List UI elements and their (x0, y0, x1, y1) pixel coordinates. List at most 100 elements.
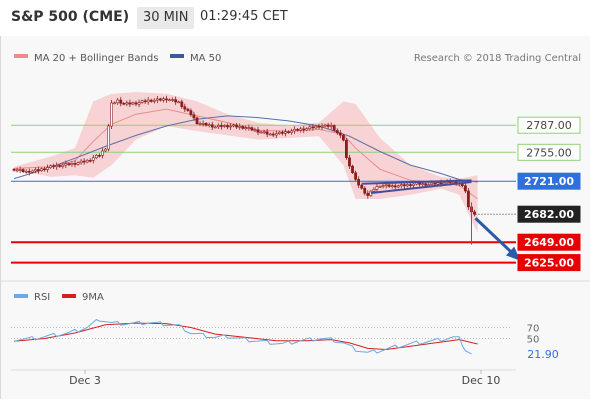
candle-body (125, 102, 129, 105)
triangle-pattern-line (361, 179, 472, 185)
candle-body (98, 155, 101, 157)
candle-body (27, 171, 31, 173)
candle-body (357, 179, 361, 186)
x-label-dec10: Dec 10 (462, 374, 501, 387)
candle-body (402, 184, 406, 187)
candle-body (256, 129, 260, 133)
price-label-box-support (517, 233, 581, 251)
candle-body (91, 157, 95, 161)
candle-body (67, 163, 71, 165)
candle-body (338, 132, 342, 136)
candle-body (329, 125, 333, 127)
candle-body (55, 165, 59, 168)
chart-header: S&P 500 (CME) 30 MIN 01:29:45 CET (0, 0, 590, 36)
candle-body (43, 168, 46, 171)
candle-body (244, 127, 248, 129)
price-label-box-resistance (517, 143, 581, 161)
candle-body (396, 185, 400, 188)
candle-body (64, 163, 68, 166)
rsi-ma-line (13, 322, 478, 351)
candle-body (354, 172, 358, 180)
price-label-box-resistance (517, 116, 581, 134)
bollinger-legend-label: MA 20 + Bollinger Bands (34, 53, 158, 64)
candle-body (274, 133, 278, 136)
candle-body (88, 160, 92, 162)
candle-body (171, 99, 175, 101)
candle-body (232, 124, 236, 127)
timeframe-badge[interactable]: 30 MIN (137, 7, 195, 29)
candle-body (421, 183, 425, 185)
candle-body (165, 98, 168, 101)
candle-body (116, 99, 120, 104)
candle-body (323, 124, 327, 127)
candle-body (439, 182, 443, 185)
candle-body (238, 126, 242, 128)
candle-body (235, 124, 239, 128)
candle-body (210, 124, 214, 128)
rsi-line (13, 318, 472, 355)
candle-body (82, 160, 86, 163)
candle-body (207, 124, 211, 126)
candle-body (183, 106, 187, 110)
candle-body (473, 211, 476, 215)
candle-body (149, 99, 153, 102)
candle-body (107, 125, 111, 150)
candle-body (393, 185, 397, 188)
candle-body (21, 169, 25, 173)
candle-body (134, 102, 138, 105)
candle-body (409, 184, 412, 186)
candle-body (33, 169, 37, 172)
candle-body (314, 125, 318, 129)
candle-body (40, 168, 43, 172)
candle-body (283, 131, 287, 134)
candle-body (335, 130, 339, 134)
candle-body (162, 98, 165, 101)
rsi-level-label: 70 (527, 324, 540, 335)
candle-body (308, 126, 312, 129)
candle-body (259, 131, 263, 134)
candle-body (122, 103, 126, 105)
candle-body (344, 139, 348, 158)
candle-body (305, 128, 309, 131)
candle-body (412, 183, 415, 186)
candle-body (58, 165, 62, 167)
forecast-arrow-head (505, 246, 521, 261)
candle-body (351, 165, 354, 174)
candle-body (268, 133, 272, 136)
candle-body (405, 184, 409, 187)
candle-body (366, 192, 370, 196)
candle-body (52, 165, 56, 168)
candle-body (177, 101, 181, 104)
candle-body (101, 150, 104, 156)
price-panel: 2787.00 2755.00 2721.00 2682.00 2649.00 2625.… (11, 92, 581, 272)
price-label-box-support (517, 254, 581, 272)
chart-background (1, 36, 590, 399)
candle-body (277, 131, 281, 134)
candle-body (46, 167, 49, 170)
candle-body (250, 127, 254, 131)
candle-body (326, 124, 330, 127)
candle-body (70, 163, 74, 166)
candle-body (30, 170, 34, 173)
candle-body (463, 185, 467, 192)
candle-body (186, 108, 190, 111)
candle-body (217, 125, 220, 128)
candle-body (320, 125, 324, 128)
candle-body (341, 134, 345, 141)
candle-body (253, 129, 257, 132)
candle-body (466, 190, 470, 208)
candle-body (290, 130, 293, 133)
candle-body (332, 125, 336, 131)
ma50-line (13, 115, 478, 183)
candle-body (180, 101, 184, 108)
candle-body (113, 102, 117, 105)
candle-body (85, 160, 89, 163)
candle-body (12, 169, 16, 171)
rsi-ma-legend-label: 9MA (82, 292, 104, 303)
candle-body (287, 131, 290, 133)
price-label-box-pivot (517, 172, 581, 190)
candle-body (433, 182, 437, 185)
candle-body (24, 171, 28, 173)
candle-body (110, 102, 114, 127)
rsi-level-label: 50 (527, 335, 540, 346)
